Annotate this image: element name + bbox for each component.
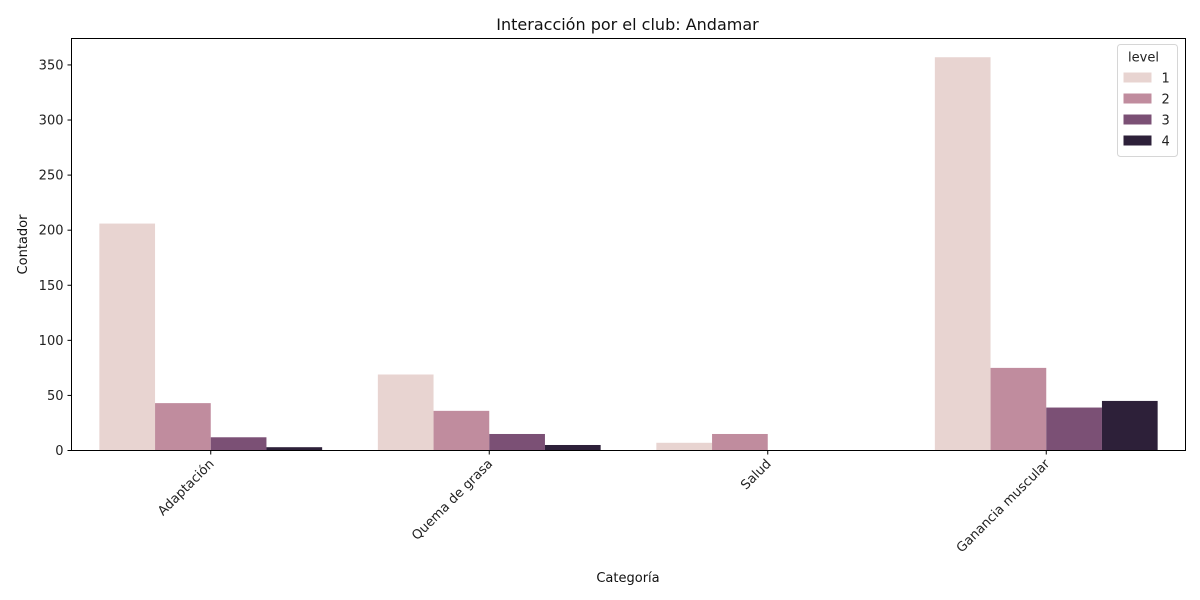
- y-tick-label: 200: [39, 224, 64, 239]
- legend-label-level-4: 4: [1162, 135, 1170, 150]
- x-tick-label: Ganancia muscular: [954, 456, 1054, 556]
- plot-frame: [71, 38, 1186, 451]
- legend-label-level-3: 3: [1162, 114, 1170, 129]
- bar-salud-level-1: [656, 442, 713, 451]
- bar-quema-de-grasa-level-1: [377, 374, 434, 451]
- y-tick-label: 100: [39, 334, 64, 349]
- bar-ganancia-muscular-level-3: [1046, 407, 1102, 451]
- bar-adaptación-level-3: [210, 437, 267, 451]
- bar-adaptación-level-1: [99, 223, 156, 451]
- bar-quema-de-grasa-level-3: [489, 433, 545, 451]
- bar-quema-de-grasa-level-4: [544, 444, 601, 451]
- bar-ganancia-muscular-level-2: [990, 367, 1047, 451]
- legend-swatch-level-4: [1123, 135, 1152, 146]
- y-tick-label: 50: [47, 389, 64, 404]
- legend-title: level: [1128, 51, 1159, 66]
- legend-label-level-2: 2: [1162, 93, 1170, 108]
- y-tick-label: 250: [39, 169, 64, 184]
- legend-swatch-level-1: [1123, 72, 1152, 83]
- y-tick-label: 150: [39, 279, 64, 294]
- bar-salud-level-2: [712, 433, 768, 451]
- bars-group: [99, 57, 1158, 451]
- bar-adaptación-level-4: [266, 447, 323, 451]
- bar-ganancia-muscular-level-1: [934, 57, 991, 451]
- y-tick-label: 350: [39, 58, 64, 73]
- y-tick-label: 0: [55, 444, 63, 459]
- legend-swatch-level-3: [1123, 114, 1152, 125]
- x-axis-label: Categoría: [596, 571, 659, 586]
- y-axis: 0 50 100 150 200 250 300 350: [39, 58, 72, 459]
- x-tick-label: Quema de grasa: [409, 457, 496, 544]
- bar-adaptación-level-2: [155, 403, 211, 451]
- bar-ganancia-muscular-level-4: [1101, 400, 1158, 451]
- chart-title: Interacción por el club: Andamar: [496, 15, 759, 34]
- x-axis: Adaptación Quema de grasa Salud Ganancia mu…: [155, 450, 1054, 556]
- y-axis-label: Contador: [16, 214, 31, 275]
- legend-swatch-level-2: [1123, 93, 1152, 104]
- legend-label-level-1: 1: [1162, 72, 1170, 87]
- bar-quema-de-grasa-level-2: [433, 410, 490, 451]
- x-tick-label: Salud: [738, 457, 774, 493]
- x-tick-label: Adaptación: [155, 457, 217, 519]
- y-tick-label: 300: [39, 114, 64, 129]
